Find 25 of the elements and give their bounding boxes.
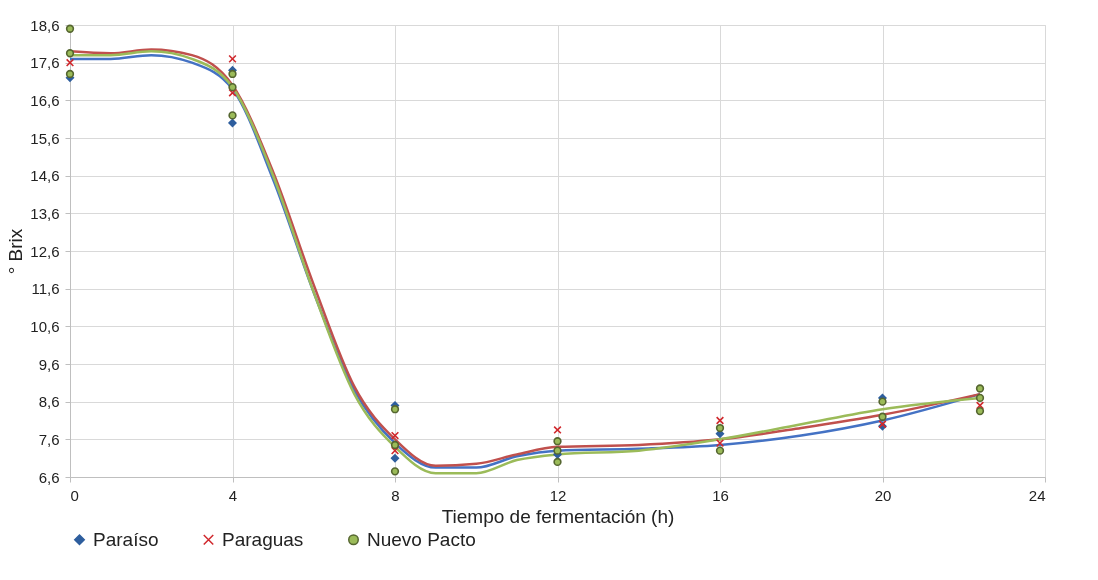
y-tick-label: 7,6 bbox=[38, 430, 60, 448]
x-tick-label: 20 bbox=[874, 486, 892, 504]
x-tick-label: 4 bbox=[228, 486, 238, 504]
x-axis-title: Tiempo de fermentación (h) bbox=[441, 505, 675, 527]
y-tick-label: 17,6 bbox=[30, 54, 60, 72]
x-tick-label: 12 bbox=[549, 486, 567, 504]
y-tick-label: 15,6 bbox=[30, 129, 60, 147]
y-tick-label: 13,6 bbox=[30, 204, 60, 222]
y-tick-label: 11,6 bbox=[31, 280, 60, 298]
y-tick-label: 14,6 bbox=[30, 167, 60, 185]
y-tick-label: 18,6 bbox=[30, 16, 60, 34]
y-tick-label: 9,6 bbox=[38, 355, 60, 373]
y-axis-title: ° Brix bbox=[5, 228, 27, 275]
y-tick-label: 16,6 bbox=[30, 91, 60, 109]
y-tick-label: 12,6 bbox=[30, 242, 60, 260]
y-tick-label: 6,6 bbox=[38, 468, 60, 486]
x-tick-label: 8 bbox=[391, 486, 400, 504]
y-tick-label: 10,6 bbox=[30, 317, 60, 335]
legend-label: Paraguas bbox=[222, 528, 304, 550]
x-tick-label: 16 bbox=[712, 486, 729, 504]
x-tick-label: 0 bbox=[70, 486, 79, 504]
legend-label: Nuevo Pacto bbox=[367, 528, 476, 550]
y-tick-label: 8,6 bbox=[38, 393, 60, 411]
x-tick-label: 24 bbox=[1028, 486, 1046, 504]
legend-label: Paraíso bbox=[93, 528, 159, 550]
